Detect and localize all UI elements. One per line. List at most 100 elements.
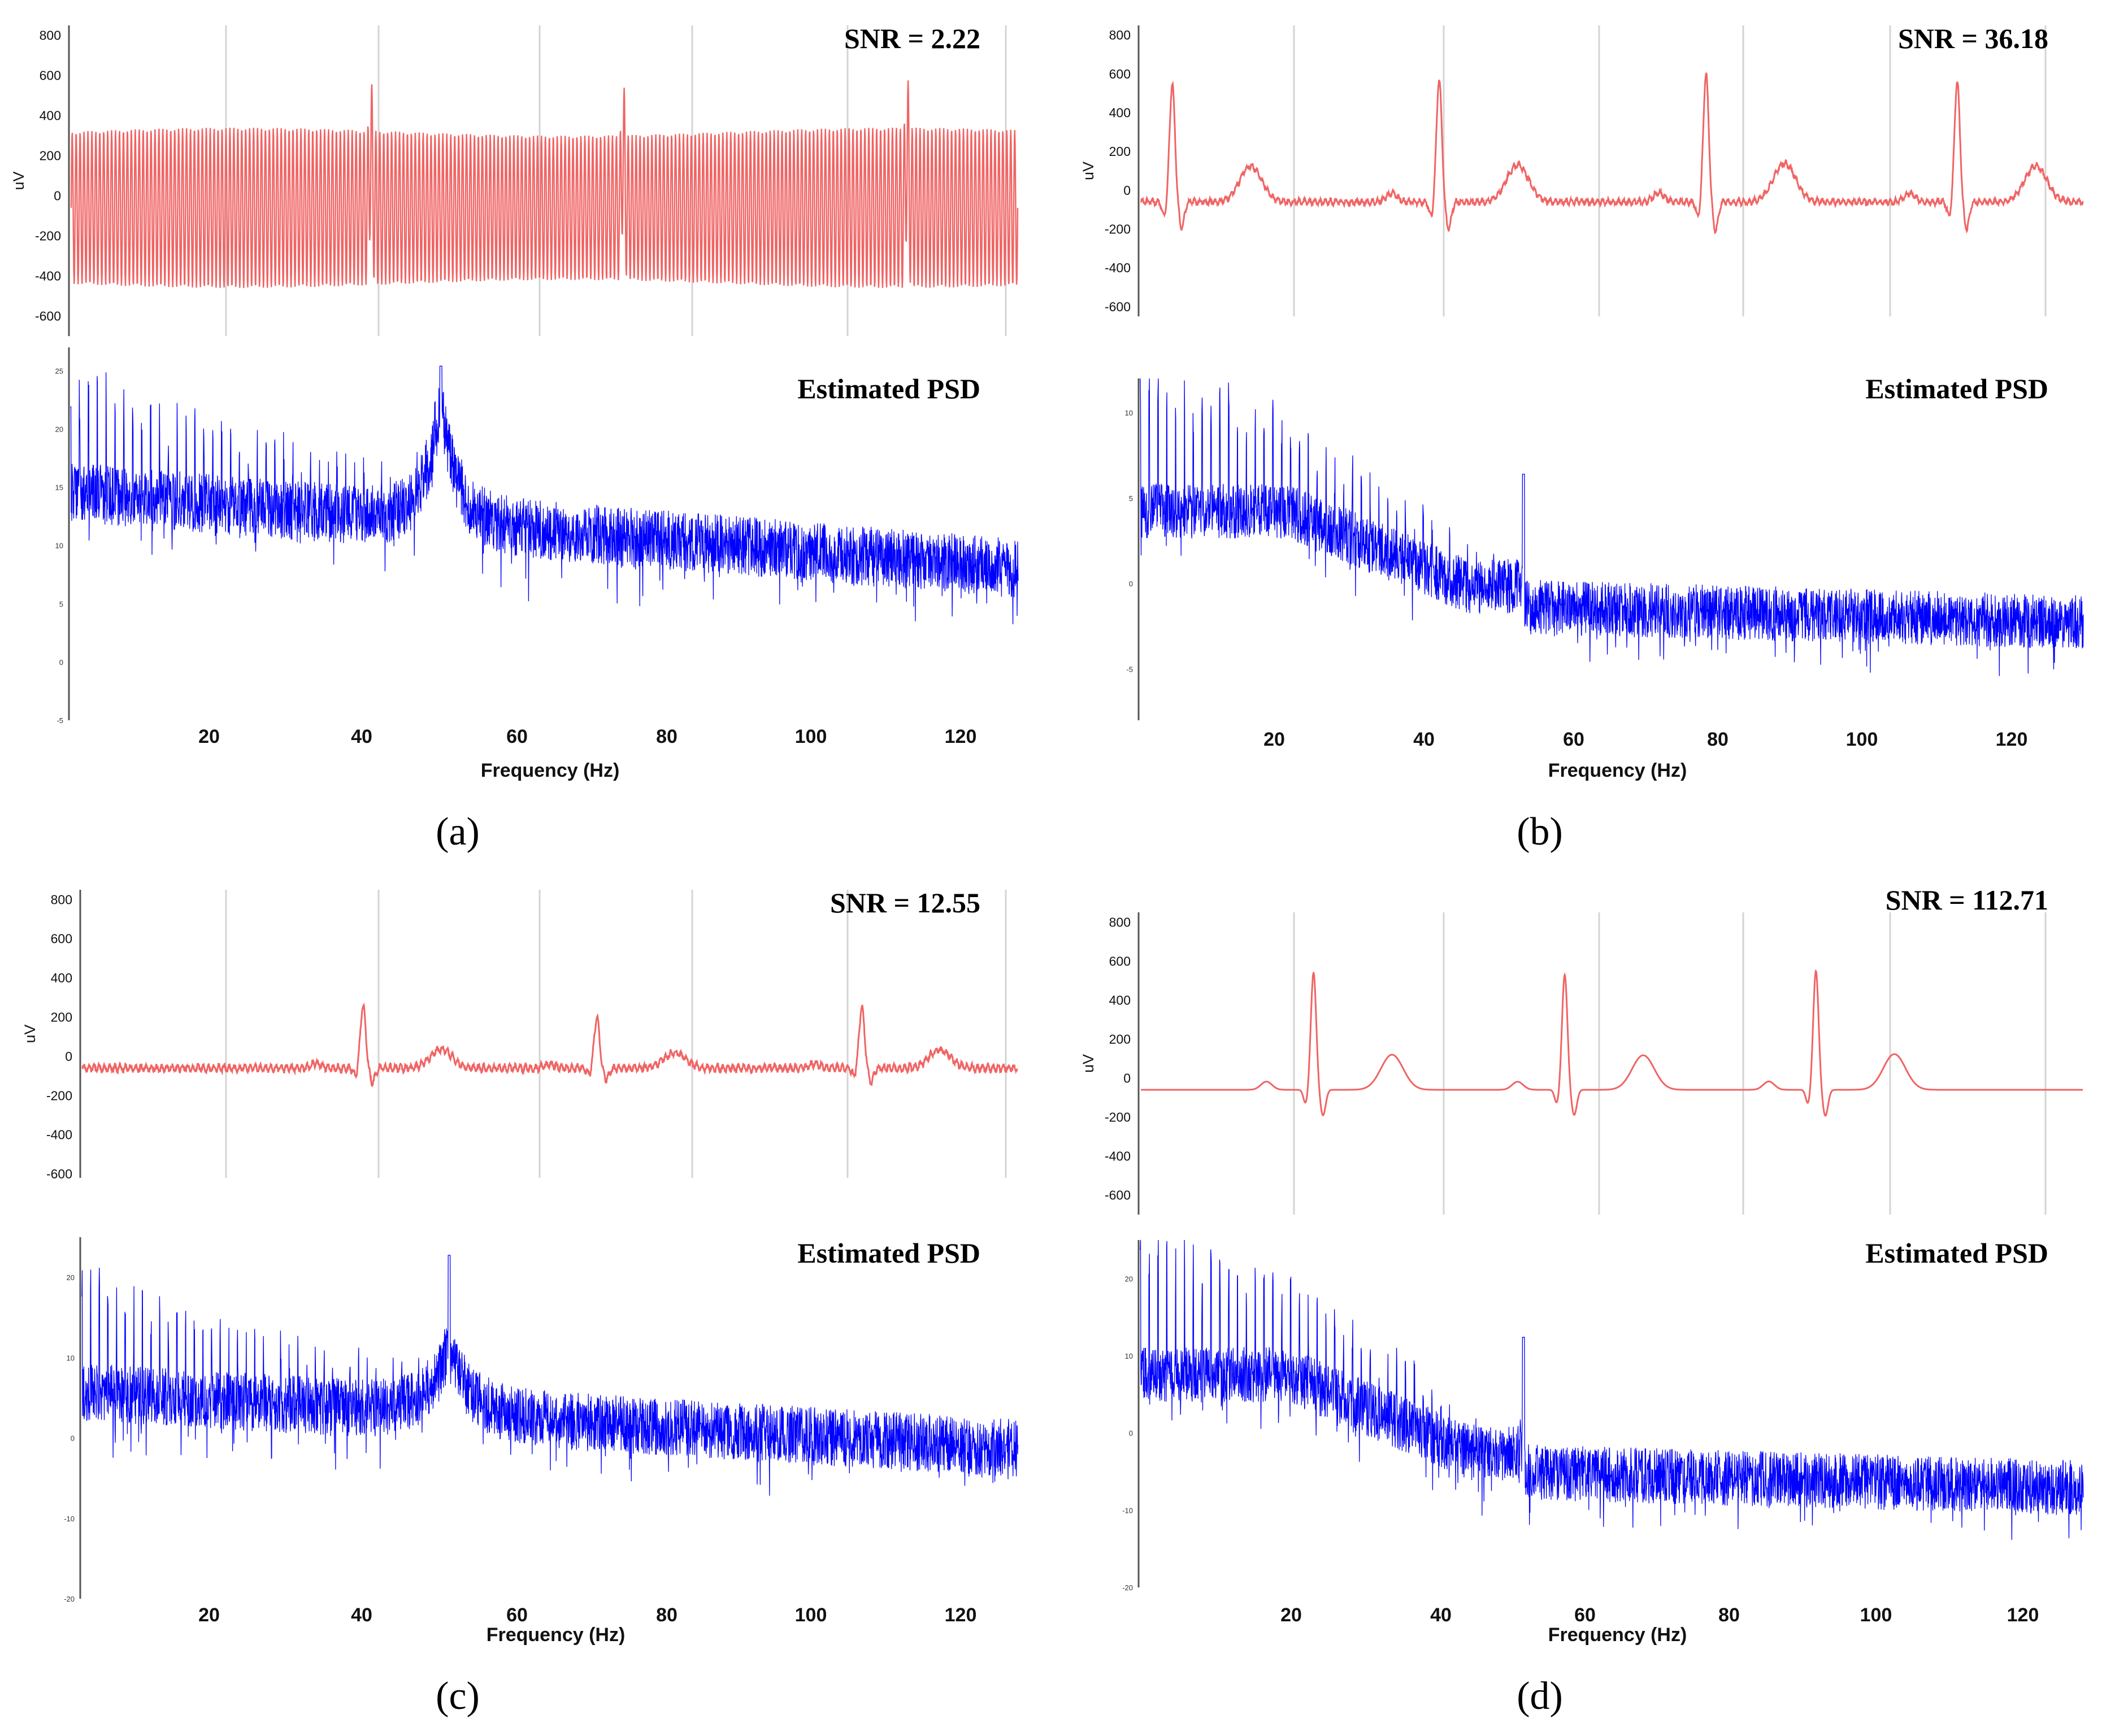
psd-y-tick-label: 0 bbox=[1129, 580, 1133, 588]
ecg-series-line bbox=[1140, 72, 2084, 234]
psd-y-tick-label: 20 bbox=[55, 425, 63, 433]
psd-plot-a: 25 20 15 10 5 0 -5 Estimated PSD 20 40 60 80 100 120 F… bbox=[55, 347, 1019, 781]
ecg-plot-a: 800 600 400 200 0 -200 -400 -600 uV SNR = 2.22 bbox=[10, 23, 1019, 336]
ecg-y-tick-label: 600 bbox=[1109, 67, 1131, 81]
psd-title: Estimated PSD bbox=[1865, 373, 2048, 404]
psd-x-tick-label: 80 bbox=[1718, 1604, 1740, 1626]
psd-title: Estimated PSD bbox=[797, 1237, 980, 1269]
psd-x-tick-label: 20 bbox=[1280, 1604, 1302, 1626]
ecg-plot-d: 800 600 400 200 0 -200 -400 -600 uV SNR = 112.71 bbox=[1080, 884, 2083, 1215]
ecg-y-tick-label: -600 bbox=[1105, 1187, 1131, 1202]
psd-x-tick-label: 60 bbox=[1563, 729, 1584, 750]
psd-y-tick-label: 0 bbox=[59, 658, 63, 667]
psd-x-tick-label: 100 bbox=[795, 1604, 827, 1626]
psd-x-axis-label: Frequency (Hz) bbox=[481, 760, 620, 781]
psd-x-tick-label: 120 bbox=[1996, 729, 2028, 750]
ecg-y-tick-label: -200 bbox=[35, 229, 61, 243]
psd-x-axis-label: Frequency (Hz) bbox=[1548, 1624, 1687, 1646]
psd-y-tick-label: 0 bbox=[71, 1434, 75, 1443]
psd-x-tick-label: 20 bbox=[1263, 729, 1285, 750]
psd-series-line bbox=[1140, 378, 2084, 676]
psd-x-tick-label: 60 bbox=[506, 1604, 528, 1626]
ecg-y-tick-label: -200 bbox=[1105, 1110, 1131, 1124]
psd-x-tick-label: 40 bbox=[1413, 729, 1435, 750]
psd-x-tick-label: 100 bbox=[1860, 1604, 1892, 1626]
psd-y-tick-label: 25 bbox=[55, 367, 63, 375]
ecg-y-axis-label: uV bbox=[1080, 162, 1097, 180]
psd-series-line bbox=[81, 1255, 1019, 1496]
ecg-y-tick-label: 200 bbox=[1109, 1032, 1131, 1046]
snr-title: SNR = 12.55 bbox=[830, 887, 980, 919]
psd-x-tick-label: 40 bbox=[351, 726, 372, 747]
psd-x-tick-label: 20 bbox=[198, 1604, 220, 1626]
psd-x-tick-label: 20 bbox=[198, 726, 220, 747]
ecg-y-tick-label: -600 bbox=[35, 309, 61, 324]
psd-x-tick-label: 80 bbox=[1707, 729, 1728, 750]
psd-x-tick-label: 40 bbox=[1430, 1604, 1452, 1626]
psd-plot-b: 10 5 0 -5 Estimated PSD 20 40 60 80 100 120 Frequen… bbox=[1125, 373, 2084, 781]
ecg-y-tick-label: -400 bbox=[1105, 1148, 1131, 1163]
ecg-y-tick-label: -400 bbox=[1105, 260, 1131, 275]
ecg-y-tick-label: 600 bbox=[1109, 954, 1131, 968]
psd-x-tick-label: 40 bbox=[351, 1604, 372, 1626]
ecg-y-tick-label: 800 bbox=[51, 892, 72, 907]
ecg-series-line bbox=[81, 1002, 1018, 1087]
ecg-y-tick-label: 800 bbox=[1109, 915, 1131, 929]
ecg-y-tick-label: 600 bbox=[51, 932, 72, 946]
ecg-y-tick-label: -400 bbox=[46, 1128, 72, 1142]
psd-series-line bbox=[70, 366, 1019, 625]
snr-title: SNR = 112.71 bbox=[1886, 884, 2048, 916]
ecg-y-tick-label: 400 bbox=[1109, 106, 1131, 120]
psd-y-tick-label: -5 bbox=[1126, 665, 1133, 673]
psd-x-axis-label: Frequency (Hz) bbox=[1548, 760, 1687, 781]
panel-label-d: (d) bbox=[1517, 1674, 1563, 1718]
psd-y-tick-label: 10 bbox=[55, 542, 63, 550]
snr-title: SNR = 36.18 bbox=[1898, 23, 2048, 54]
ecg-y-tick-label: 200 bbox=[40, 149, 61, 163]
psd-x-tick-label: 100 bbox=[795, 726, 827, 747]
psd-y-tick-label: 5 bbox=[59, 600, 63, 608]
psd-y-tick-label: 10 bbox=[1125, 1352, 1133, 1360]
psd-y-tick-label: 0 bbox=[1129, 1429, 1133, 1438]
psd-y-tick-label: 10 bbox=[1125, 409, 1133, 417]
psd-y-tick-label: 15 bbox=[55, 484, 63, 492]
psd-x-tick-label: 80 bbox=[656, 726, 677, 747]
ecg-y-tick-label: 0 bbox=[65, 1049, 72, 1064]
psd-y-tick-label: 10 bbox=[67, 1354, 75, 1362]
snr-title: SNR = 2.22 bbox=[844, 23, 980, 54]
psd-y-tick-label: 5 bbox=[1129, 494, 1133, 503]
psd-x-tick-label: 60 bbox=[1574, 1604, 1596, 1626]
psd-y-tick-label: -5 bbox=[57, 716, 63, 725]
psd-title: Estimated PSD bbox=[1865, 1237, 2048, 1269]
psd-x-axis-label: Frequency (Hz) bbox=[487, 1624, 626, 1646]
ecg-y-tick-label: 800 bbox=[40, 28, 61, 43]
psd-x-tick-label: 120 bbox=[945, 726, 977, 747]
ecg-y-tick-label: -200 bbox=[46, 1088, 72, 1103]
psd-y-tick-label: -10 bbox=[1122, 1506, 1133, 1515]
psd-x-tick-label: 120 bbox=[945, 1604, 977, 1626]
ecg-y-tick-label: -200 bbox=[1105, 222, 1131, 237]
panel-label-a: (a) bbox=[436, 810, 480, 854]
ecg-y-tick-label: 400 bbox=[40, 108, 61, 123]
ecg-y-tick-label: -600 bbox=[1105, 299, 1131, 314]
ecg-y-tick-label: -400 bbox=[35, 269, 61, 284]
psd-y-tick-label: -20 bbox=[64, 1595, 75, 1603]
ecg-y-tick-label: 400 bbox=[1109, 993, 1131, 1007]
ecg-y-tick-label: 200 bbox=[51, 1010, 72, 1025]
ecg-y-tick-label: 600 bbox=[40, 68, 61, 83]
ecg-series-line bbox=[70, 80, 1019, 288]
psd-x-tick-label: 100 bbox=[1846, 729, 1878, 750]
ecg-series-line bbox=[1141, 969, 2083, 1117]
psd-x-tick-label: 120 bbox=[2007, 1604, 2039, 1626]
psd-series-line bbox=[1140, 1239, 2084, 1540]
psd-y-tick-label: 20 bbox=[67, 1273, 75, 1282]
ecg-y-tick-label: 400 bbox=[51, 971, 72, 985]
ecg-y-tick-label: 200 bbox=[1109, 144, 1131, 159]
panel-label-c: (c) bbox=[436, 1674, 480, 1718]
psd-y-tick-label: -20 bbox=[1122, 1583, 1133, 1592]
ecg-plot-c: 800 600 400 200 0 -200 -400 -600 uV SNR = 12.55 bbox=[21, 887, 1018, 1181]
psd-title: Estimated PSD bbox=[797, 373, 980, 404]
